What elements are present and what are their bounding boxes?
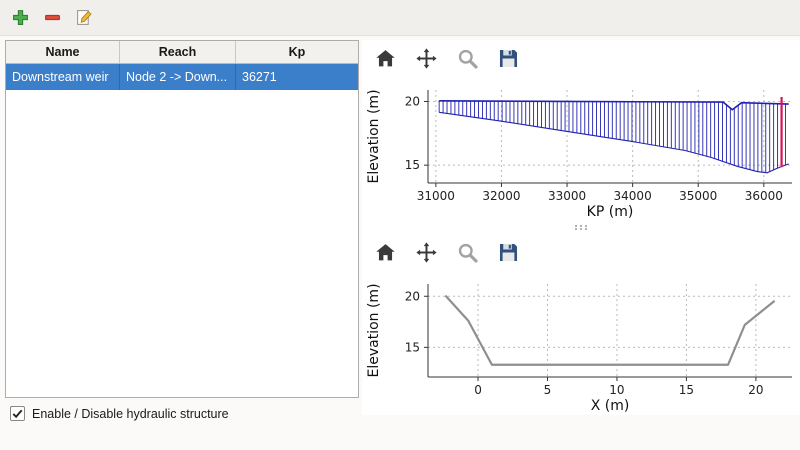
svg-text:33000: 33000	[548, 189, 586, 203]
plots-panel: 31000 32000 33000 34000 35000 36000 15 20 KP (m)…	[362, 40, 800, 415]
svg-text:Elevation (m): Elevation (m)	[366, 89, 382, 183]
remove-button[interactable]	[39, 5, 65, 31]
svg-text:KP (m): KP (m)	[587, 204, 634, 220]
table-header: Name Reach Kp	[6, 41, 358, 64]
save-icon	[498, 242, 519, 263]
splitter-dots-icon	[575, 225, 577, 227]
svg-text:20: 20	[748, 383, 763, 397]
profile-plot-toolbar	[362, 40, 800, 76]
kp-profile-block: 31000 32000 33000 34000 35000 36000 15 20 KP (m)…	[362, 40, 800, 221]
table-row[interactable]: Downstream weir Node 2 -> Down... 36271	[6, 64, 358, 90]
svg-text:35000: 35000	[679, 189, 717, 203]
home-button[interactable]	[371, 238, 399, 266]
main-toolbar	[0, 0, 800, 36]
pan-button[interactable]	[412, 238, 440, 266]
zoom-icon	[457, 242, 478, 263]
zoom-button[interactable]	[453, 238, 481, 266]
cell-name: Downstream weir	[6, 64, 120, 90]
svg-text:34000: 34000	[614, 189, 652, 203]
column-header-reach[interactable]: Reach	[120, 41, 236, 63]
svg-text:31000: 31000	[417, 189, 455, 203]
pan-button[interactable]	[412, 44, 440, 72]
enable-structure-checkbox[interactable]	[10, 406, 25, 421]
add-icon	[12, 9, 29, 26]
cross-section-chart: 0 5 10 15 20 15 20 X (m) Elevation (m)	[366, 283, 792, 414]
pan-icon	[415, 241, 437, 263]
splitter-handle[interactable]	[362, 221, 800, 234]
column-header-kp[interactable]: Kp	[288, 45, 306, 59]
svg-text:Elevation (m): Elevation (m)	[366, 283, 382, 377]
home-icon	[375, 242, 396, 263]
svg-text:5: 5	[544, 383, 552, 397]
save-icon	[498, 48, 519, 69]
zoom-button[interactable]	[453, 44, 481, 72]
svg-text:15: 15	[405, 158, 420, 172]
svg-text:32000: 32000	[482, 189, 520, 203]
svg-text:15: 15	[405, 340, 420, 354]
enable-structure-label: Enable / Disable hydraulic structure	[32, 406, 229, 421]
cross-section-block: 0 5 10 15 20 15 20 X (m) Elevation (m)	[362, 234, 800, 415]
svg-text:0: 0	[474, 383, 482, 397]
table-body: Downstream weir Node 2 -> Down... 36271	[6, 64, 358, 90]
check-icon	[12, 409, 23, 419]
svg-text:X (m): X (m)	[591, 398, 630, 414]
home-button[interactable]	[371, 44, 399, 72]
add-button[interactable]	[7, 5, 33, 31]
svg-text:20: 20	[405, 94, 420, 108]
edit-icon	[76, 9, 93, 26]
structures-panel: Name Reach Kp Downstream weir Node 2 -> Dow…	[5, 40, 359, 398]
svg-text:36000: 36000	[745, 189, 783, 203]
svg-text:15: 15	[679, 383, 694, 397]
section-plot-toolbar	[362, 234, 800, 270]
pan-icon	[415, 47, 437, 69]
zoom-icon	[457, 48, 478, 69]
edit-button[interactable]	[71, 5, 97, 31]
column-header-name[interactable]: Name	[6, 41, 120, 63]
enable-structure-row: Enable / Disable hydraulic structure	[10, 406, 229, 421]
cell-kp: 36271	[242, 70, 277, 84]
kp-profile-chart: 31000 32000 33000 34000 35000 36000 15 20 KP (m)…	[366, 89, 792, 220]
home-icon	[375, 48, 396, 69]
save-button[interactable]	[494, 238, 522, 266]
remove-icon	[44, 9, 61, 26]
svg-text:10: 10	[609, 383, 624, 397]
cell-reach: Node 2 -> Down...	[120, 64, 236, 90]
svg-text:20: 20	[405, 289, 420, 303]
save-button[interactable]	[494, 44, 522, 72]
